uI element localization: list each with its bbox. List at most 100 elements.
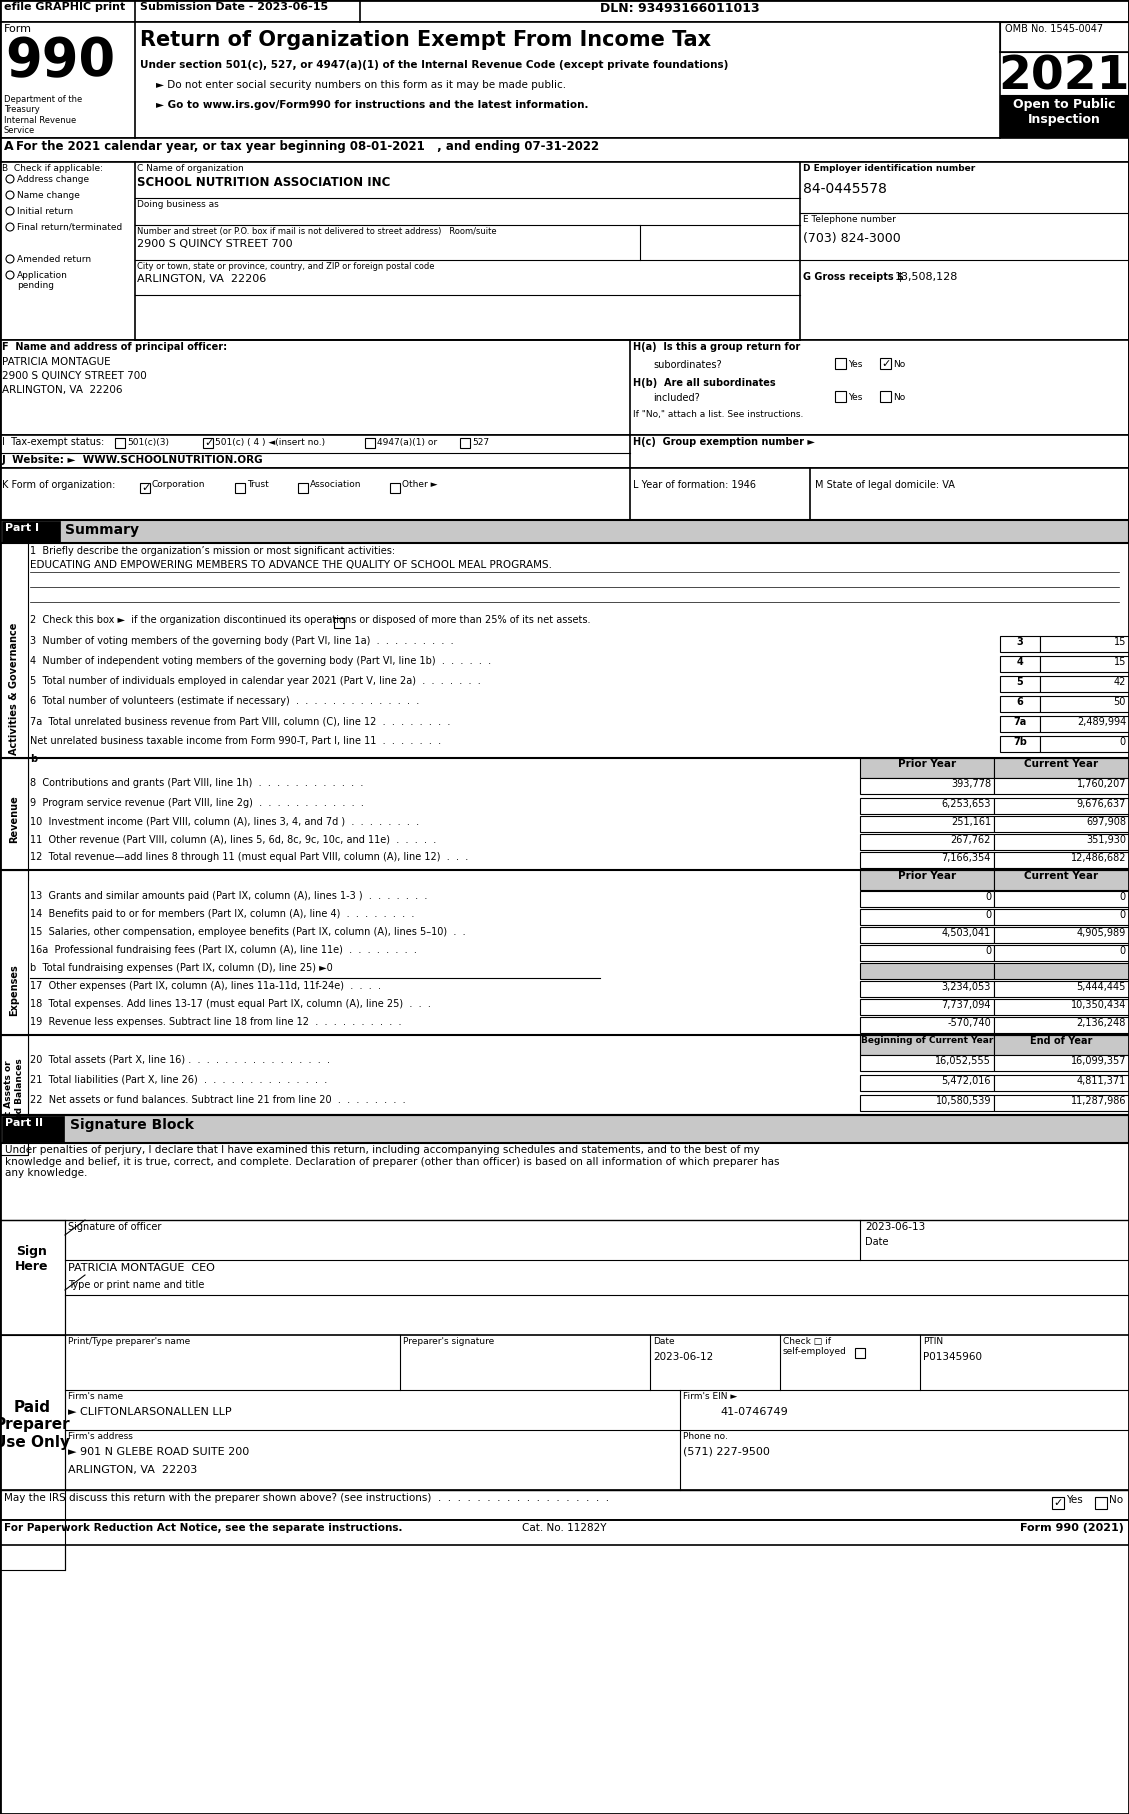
Text: 10  Investment income (Part VIII, column (A), lines 3, 4, and 7d )  .  .  .  .  : 10 Investment income (Part VIII, column … (30, 816, 419, 825)
Text: May the IRS discuss this return with the preparer shown above? (see instructions: May the IRS discuss this return with the… (5, 1493, 610, 1504)
Text: L Year of formation: 1946: L Year of formation: 1946 (633, 481, 756, 490)
Text: Type or print name and title: Type or print name and title (68, 1281, 204, 1290)
Bar (298, 483, 308, 493)
Bar (0, 542, 28, 834)
Text: ► Do not enter social security numbers on this form as it may be made public.: ► Do not enter social security numbers o… (156, 80, 566, 91)
Bar (860, 927, 994, 943)
Text: Date: Date (653, 1337, 675, 1346)
Text: PTIN: PTIN (924, 1337, 943, 1346)
Text: C Name of organization: C Name of organization (137, 163, 244, 172)
Text: For Paperwork Reduction Act Notice, see the separate instructions.: For Paperwork Reduction Act Notice, see … (5, 1524, 403, 1533)
Text: Current Year: Current Year (1024, 758, 1099, 769)
Text: 7a  Total unrelated business revenue from Part VIII, column (C), line 12  .  .  : 7a Total unrelated business revenue from… (30, 717, 450, 726)
Text: J  Website: ►  WWW.SCHOOLNUTRITION.ORG: J Website: ► WWW.SCHOOLNUTRITION.ORG (2, 455, 264, 464)
Bar (860, 871, 994, 891)
Bar (0, 758, 28, 880)
Text: K Form of organization:: K Form of organization: (2, 481, 115, 490)
Text: 7b: 7b (1013, 736, 1027, 747)
Bar (0, 1036, 28, 1156)
Text: I  Tax-exempt status:: I Tax-exempt status: (2, 437, 104, 446)
Text: efile GRAPHIC print: efile GRAPHIC print (5, 2, 125, 13)
Text: 0: 0 (1120, 945, 1126, 956)
Text: PATRICIA MONTAGUE: PATRICIA MONTAGUE (2, 357, 111, 366)
Bar (860, 945, 994, 961)
Bar (835, 357, 846, 368)
Bar (860, 1000, 994, 1016)
Bar (140, 483, 150, 493)
Text: 7a: 7a (1014, 717, 1026, 727)
Text: Beginning of Current Year: Beginning of Current Year (860, 1036, 994, 1045)
Text: 4,905,989: 4,905,989 (1077, 929, 1126, 938)
Bar (994, 909, 1129, 925)
Text: (571) 227-9500: (571) 227-9500 (683, 1448, 770, 1457)
Text: SCHOOL NUTRITION ASSOCIATION INC: SCHOOL NUTRITION ASSOCIATION INC (137, 176, 391, 189)
Bar (994, 945, 1129, 961)
Text: Sign
Here: Sign Here (16, 1244, 49, 1273)
Bar (365, 437, 375, 448)
Text: Form: Form (5, 24, 32, 34)
Text: 0: 0 (984, 911, 991, 920)
Bar (0, 339, 1129, 435)
Bar (1000, 677, 1040, 691)
Text: Open to Public
Inspection: Open to Public Inspection (1013, 98, 1115, 125)
Text: 16a  Professional fundraising fees (Part IX, column (A), line 11e)  .  .  .  .  : 16a Professional fundraising fees (Part … (30, 945, 417, 954)
Text: No: No (893, 359, 905, 368)
Text: 1  Briefly describe the organization’s mission or most significant activities:: 1 Briefly describe the organization’s mi… (30, 546, 395, 557)
Bar (1095, 1497, 1108, 1509)
Text: ► Go to www.irs.gov/Form990 for instructions and the latest information.: ► Go to www.irs.gov/Form990 for instruct… (156, 100, 588, 111)
Text: Firm's address: Firm's address (68, 1431, 133, 1440)
Text: 2,489,994: 2,489,994 (1077, 717, 1126, 727)
Text: 17  Other expenses (Part IX, column (A), lines 11a-11d, 11f-24e)  .  .  .  .: 17 Other expenses (Part IX, column (A), … (30, 981, 380, 990)
Text: 2021: 2021 (998, 54, 1129, 100)
Text: 50: 50 (1113, 697, 1126, 707)
Text: (703) 824-3000: (703) 824-3000 (803, 232, 901, 245)
Text: Association: Association (310, 481, 361, 490)
Bar (994, 816, 1129, 833)
Bar (835, 392, 846, 403)
Text: 990: 990 (5, 34, 115, 87)
Text: Paid
Preparer
Use Only: Paid Preparer Use Only (0, 1400, 70, 1449)
Bar (994, 798, 1129, 814)
Text: 0: 0 (1120, 736, 1126, 747)
Bar (115, 437, 125, 448)
Text: H(c)  Group exemption number ►: H(c) Group exemption number ► (633, 437, 815, 446)
Bar (860, 1018, 994, 1032)
Text: F  Name and address of principal officer:: F Name and address of principal officer: (2, 343, 227, 352)
Bar (994, 1036, 1129, 1056)
Bar (994, 871, 1129, 891)
Bar (994, 1056, 1129, 1070)
Text: 5: 5 (1016, 677, 1023, 688)
Text: No: No (893, 394, 905, 403)
Text: Summary: Summary (65, 522, 139, 537)
Text: Final return/terminated: Final return/terminated (17, 223, 122, 232)
Text: b: b (30, 755, 37, 764)
Bar (0, 1116, 1129, 1143)
Bar (0, 871, 28, 1110)
Text: 19  Revenue less expenses. Subtract line 18 from line 12  .  .  .  .  .  .  .  .: 19 Revenue less expenses. Subtract line … (30, 1018, 402, 1027)
Text: Prior Year: Prior Year (898, 871, 956, 882)
Bar (1000, 736, 1040, 753)
Text: 15: 15 (1113, 637, 1126, 648)
Text: 20  Total assets (Part X, line 16) .  .  .  .  .  .  .  .  .  .  .  .  .  .  .  : 20 Total assets (Part X, line 16) . . . … (30, 1056, 330, 1065)
Text: 9,676,637: 9,676,637 (1077, 798, 1126, 809)
Bar (1040, 717, 1129, 733)
Bar (994, 778, 1129, 795)
Bar (1000, 697, 1040, 713)
Bar (1000, 657, 1040, 671)
Text: Form 990 (2021): Form 990 (2021) (1021, 1524, 1124, 1533)
Text: Yes: Yes (1066, 1495, 1083, 1506)
Text: 12  Total revenue—add lines 8 through 11 (must equal Part VIII, column (A), line: 12 Total revenue—add lines 8 through 11 … (30, 853, 469, 862)
Text: Check □ if
self-employed: Check □ if self-employed (784, 1337, 847, 1357)
Text: 41-0746749: 41-0746749 (720, 1408, 788, 1417)
Text: ✓: ✓ (881, 359, 891, 368)
Bar (855, 1348, 865, 1359)
Bar (994, 963, 1129, 980)
Text: Net Assets or
Fund Balances: Net Assets or Fund Balances (5, 1058, 24, 1132)
Text: ► CLIFTONLARSONALLEN LLP: ► CLIFTONLARSONALLEN LLP (68, 1408, 231, 1417)
Text: 42: 42 (1113, 677, 1126, 688)
Text: included?: included? (653, 394, 700, 403)
Text: 11  Other revenue (Part VIII, column (A), lines 5, 6d, 8c, 9c, 10c, and 11e)  . : 11 Other revenue (Part VIII, column (A),… (30, 834, 436, 844)
Bar (860, 778, 994, 795)
Text: 2  Check this box ►  if the organization discontinued its operations or disposed: 2 Check this box ► if the organization d… (30, 615, 590, 626)
Bar (1040, 677, 1129, 691)
